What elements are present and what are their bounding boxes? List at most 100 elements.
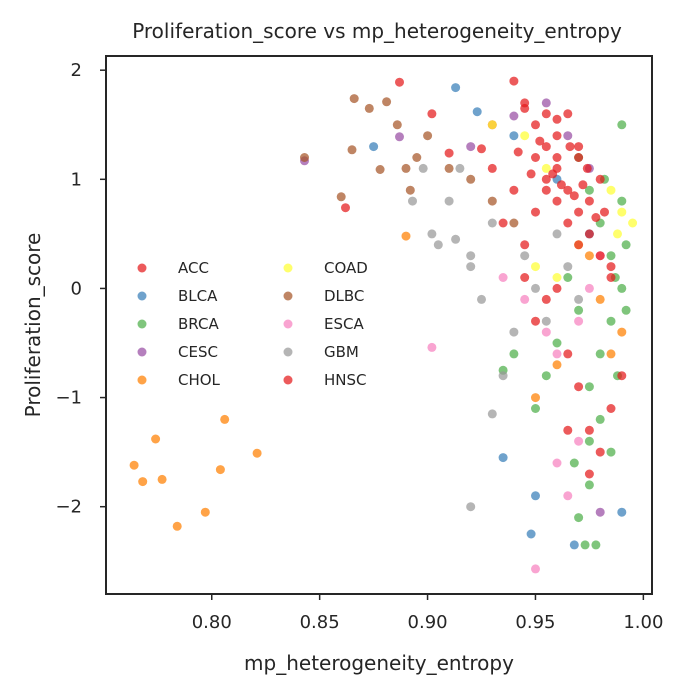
point-hnsc-9 [606, 273, 616, 282]
point-hnsc-29 [569, 191, 579, 201]
point-gbm-1 [418, 163, 428, 173]
chart-title: Proliferation_score vs mp_heterogeneity_… [132, 19, 622, 43]
plot-frame [105, 55, 653, 595]
point-hnsc-23 [487, 163, 497, 173]
point-gbm-19 [451, 234, 461, 244]
point-cesc-3 [509, 111, 519, 121]
point-chol-2 [151, 434, 161, 444]
point-acc-3 [444, 148, 454, 158]
point-brca-29 [569, 458, 579, 468]
point-hnsc-1 [520, 98, 530, 108]
x-tick-label: 0.95 [515, 612, 555, 633]
legend: ACC BLCA BRCA CESC CHOL COAD DLBC ESCA GBM HNSC [137, 259, 368, 389]
point-gbm-6 [466, 262, 476, 272]
point-hnsc-6 [574, 207, 584, 217]
legend-label-gbm: GBM [324, 343, 359, 361]
point-hnsc-35 [565, 142, 575, 152]
point-dlbc-4 [364, 103, 374, 113]
point-gbm-18 [574, 294, 584, 304]
point-dlbc-9 [405, 185, 415, 195]
point-chol-13 [584, 251, 594, 261]
point-gbm-3 [433, 240, 443, 250]
point-brca-1 [584, 185, 594, 195]
point-hnsc-26 [552, 153, 562, 162]
point-brca-12 [580, 540, 590, 550]
point-brca-9 [606, 447, 616, 457]
points-layer [129, 76, 638, 574]
point-hnsc-47 [520, 273, 530, 282]
point-hnsc-27 [556, 180, 566, 190]
point-hnsc-36 [582, 163, 592, 173]
point-coad-8 [552, 273, 562, 282]
y-tick-label: −2 [55, 497, 82, 518]
point-brca-24 [563, 273, 573, 282]
legend-label-hnsc: HNSC [324, 371, 367, 389]
point-blca-0 [369, 142, 379, 152]
legend-marker-chol [137, 375, 147, 385]
point-hnsc-12 [552, 196, 562, 206]
point-acc-1 [395, 77, 404, 87]
legend-label-brca: BRCA [178, 315, 219, 333]
point-hnsc-5 [563, 185, 573, 195]
point-chol-6 [215, 465, 225, 475]
x-axis-label: mp_heterogeneity_entropy [244, 651, 514, 675]
point-brca-5 [606, 316, 616, 326]
point-gbm-17 [563, 262, 573, 272]
x-tick-label: 0.85 [300, 612, 340, 633]
point-cesc-4 [541, 98, 551, 108]
point-dlbc-15 [509, 218, 519, 228]
point-gbm-13 [520, 251, 530, 261]
point-brca-19 [552, 338, 562, 348]
point-hnsc-30 [578, 180, 588, 190]
point-dlbc-13 [466, 174, 476, 184]
point-chol-12 [595, 294, 605, 304]
legend-marker-gbm [283, 347, 293, 357]
point-esca-0 [427, 342, 437, 352]
y-tick-label: −1 [55, 388, 82, 409]
point-dlbc-7 [392, 120, 402, 130]
point-coad-4 [617, 207, 627, 217]
point-hnsc-24 [498, 218, 508, 228]
point-gbm-16 [552, 229, 562, 239]
point-hnsc-28 [548, 169, 558, 179]
point-hnsc-21 [520, 240, 530, 250]
point-chol-9 [401, 231, 411, 241]
point-gbm-2 [427, 229, 437, 239]
point-hnsc-45 [541, 294, 551, 304]
point-hnsc-46 [552, 283, 562, 293]
point-blca-8 [617, 507, 627, 517]
point-chol-14 [531, 393, 540, 403]
y-tick-label: 1 [71, 169, 82, 190]
point-dlbc-12 [444, 163, 454, 173]
point-hnsc-41 [584, 425, 594, 435]
y-tick-label: 0 [71, 278, 82, 299]
point-hnsc-11 [541, 174, 551, 184]
point-acc-10 [584, 469, 594, 479]
point-blca-4 [531, 491, 540, 501]
point-chol-5 [200, 507, 210, 517]
legend-label-acc: ACC [178, 259, 209, 277]
point-hnsc-13 [563, 218, 573, 228]
x-tick-label: 0.80 [192, 612, 232, 633]
point-esca-4 [552, 458, 562, 468]
point-dlbc-14 [487, 196, 497, 206]
point-hnsc-10 [531, 153, 540, 162]
point-hnsc-14 [574, 240, 584, 250]
y-ticks: −2 −1 0 1 2 [55, 60, 106, 518]
point-hnsc-20 [531, 207, 540, 217]
point-chol-8 [252, 448, 262, 458]
point-hnsc-3 [541, 142, 551, 152]
point-acc-2 [427, 109, 437, 119]
point-brca-16 [621, 305, 631, 315]
point-dlbc-11 [423, 131, 433, 141]
point-hnsc-37 [600, 207, 609, 217]
point-hnsc-25 [541, 109, 551, 119]
point-blca-6 [498, 453, 508, 463]
point-hnsc-18 [563, 109, 573, 119]
point-blca-5 [526, 529, 536, 539]
point-brca-14 [617, 196, 627, 206]
point-cesc-1 [395, 132, 404, 142]
point-brca-8 [595, 414, 605, 424]
point-brca-13 [591, 540, 601, 550]
